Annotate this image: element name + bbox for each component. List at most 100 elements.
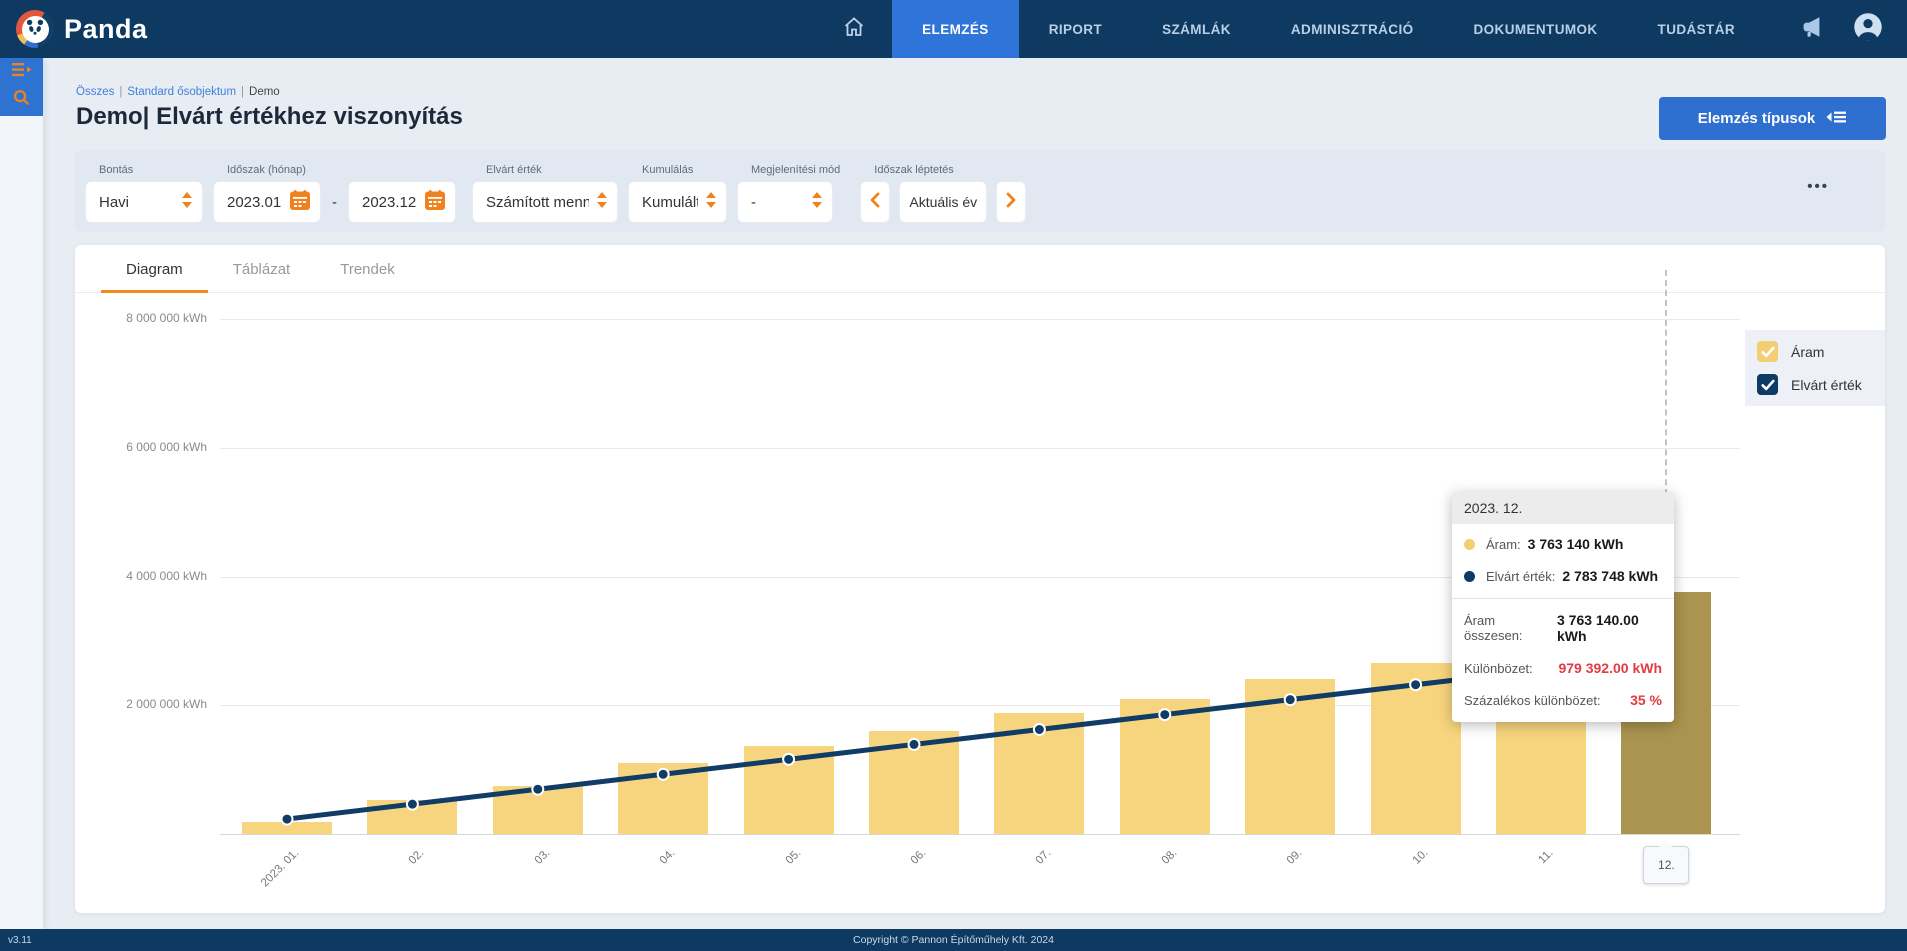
nav-item-dokumentumok[interactable]: DOKUMENTUMOK <box>1444 0 1628 58</box>
bar-02.[interactable] <box>367 800 457 834</box>
nav-item-tudastar[interactable]: TUDÁSTÁR <box>1628 0 1765 58</box>
breadcrumb-link-standard[interactable]: Standard ősobjektum <box>127 86 236 98</box>
bar-05.[interactable] <box>744 746 834 834</box>
nav-item-adminisztracio[interactable]: ADMINISZTRÁCIÓ <box>1261 0 1444 58</box>
tooltip-series-value: 2 783 748 kWh <box>1562 568 1658 584</box>
filter-label-elvart: Elvárt érték <box>486 164 618 176</box>
nav-item-riport[interactable]: RIPORT <box>1019 0 1132 58</box>
megjelenitesi-mod-select[interactable]: - <box>737 181 833 223</box>
checkbox-aram[interactable] <box>1757 341 1778 362</box>
tooltip-summary-value: 3 763 140.00 kWh <box>1557 612 1662 644</box>
filter-label-bontas: Bontás <box>99 164 203 176</box>
tooltip-series-label: Elvárt érték: <box>1486 569 1555 584</box>
tooltip-summary-row: Különbözet: 979 392.00 kWh <box>1452 652 1674 684</box>
filter-label-megjelenitesi: Megjelenítési mód <box>751 164 840 176</box>
elvart-ertek-select[interactable]: Számított menn... <box>472 181 618 223</box>
breadcrumb-current: Demo <box>249 86 280 98</box>
legend-label-aram: Áram <box>1791 344 1824 360</box>
tooltip-title: 2023. 12. <box>1452 492 1674 524</box>
tooltip-series-row: Elvárt érték: 2 783 748 kWh <box>1452 560 1674 592</box>
y-axis-label: 4 000 000 kWh <box>75 569 207 583</box>
bar-04.[interactable] <box>618 763 708 834</box>
chevron-up-down-icon <box>706 192 716 212</box>
home-button[interactable] <box>816 0 892 58</box>
chevron-right-icon <box>1004 190 1018 215</box>
period-previous-button[interactable] <box>860 181 890 223</box>
content-card: Diagram Táblázat Trendek 2 000 000 kWh4 … <box>75 245 1885 913</box>
breadcrumb: Összes|Standard ősobjektum|Demo <box>76 86 280 98</box>
x-axis-label: 09. <box>1285 847 1305 867</box>
chart-legend: Áram Elvárt érték <box>1745 330 1885 406</box>
bar-06.[interactable] <box>869 731 959 834</box>
announcements-icon[interactable] <box>1801 14 1827 45</box>
bar-08.[interactable] <box>1120 699 1210 834</box>
page-title: Demo| Elvárt értékhez viszonyítás <box>76 103 463 131</box>
calendar-icon <box>290 190 310 214</box>
analysis-types-label: Elemzés típusok <box>1698 110 1816 127</box>
bar-03.[interactable] <box>493 786 583 834</box>
chart-tooltip: 2023. 12. Áram: 3 763 140 kWh Elvárt ért… <box>1452 492 1674 722</box>
legend-item-elvart[interactable]: Elvárt érték <box>1757 374 1873 395</box>
bar-07.[interactable] <box>994 713 1084 834</box>
chevron-up-down-icon <box>812 192 822 212</box>
x-axis-label: 05. <box>783 847 803 867</box>
period-current-label[interactable]: Aktuális év <box>899 181 987 223</box>
filter-label-leptetes: Időszak léptetés <box>874 164 1026 176</box>
nav-item-elemzes[interactable]: ELEMZÉS <box>892 0 1019 58</box>
filter-label-idoszak: Időszak (hónap) <box>227 164 321 176</box>
expand-menu-icon[interactable] <box>12 63 32 82</box>
date-to-field[interactable]: 2023.12. <box>348 181 456 223</box>
analysis-types-button[interactable]: Elemzés típusok <box>1659 97 1886 140</box>
filter-bar: Bontás Havi Időszak (hónap) 2023.01. - 2… <box>75 150 1885 232</box>
filter-label-kumulalas: Kumulálás <box>642 164 727 176</box>
copyright-text: Copyright © Pannon Építőműhely Kft. 2024 <box>0 934 1907 946</box>
bontas-select[interactable]: Havi <box>85 181 203 223</box>
y-axis-label: 6 000 000 kWh <box>75 440 207 454</box>
nav-item-szamlak[interactable]: SZÁMLÁK <box>1132 0 1261 58</box>
tooltip-summary-value: 35 % <box>1630 692 1662 708</box>
chevron-up-down-icon <box>597 192 607 212</box>
date-range-separator: - <box>331 181 338 223</box>
y-gridline <box>220 319 1740 320</box>
tooltip-summary-label: Százalékos különbözet: <box>1464 693 1601 708</box>
x-label-callout: 12. <box>1643 846 1689 884</box>
y-axis-label: 8 000 000 kWh <box>75 311 207 325</box>
tooltip-series-row: Áram: 3 763 140 kWh <box>1452 528 1674 560</box>
tooltip-series-label: Áram: <box>1486 537 1521 552</box>
tooltip-summary-value: 979 392.00 kWh <box>1558 660 1662 676</box>
more-options-button[interactable]: ••• <box>1807 178 1829 195</box>
series-dot-elvart <box>1464 571 1475 582</box>
app-version: v3.11 <box>8 935 32 946</box>
period-next-button[interactable] <box>996 181 1026 223</box>
calendar-icon <box>425 190 445 214</box>
bar-09.[interactable] <box>1245 679 1335 834</box>
checkbox-elvart[interactable] <box>1757 374 1778 395</box>
footer: v3.11 Copyright © Pannon Építőműhely Kft… <box>0 929 1907 951</box>
x-axis-line <box>220 834 1740 835</box>
brand[interactable]: Panda <box>0 0 148 58</box>
home-icon <box>842 15 866 44</box>
user-avatar[interactable] <box>1853 12 1883 47</box>
sidebar-toolbar <box>0 58 43 116</box>
x-axis-label: 11. <box>1536 847 1555 866</box>
top-navigation: Panda ELEMZÉS RIPORT SZÁMLÁK ADMINISZTRÁ… <box>0 0 1907 58</box>
brand-name: Panda <box>64 14 148 45</box>
breadcrumb-link-osszes[interactable]: Összes <box>76 86 114 98</box>
breadcrumb-separator: | <box>241 86 244 98</box>
tooltip-series-value: 3 763 140 kWh <box>1528 536 1624 552</box>
date-from-field[interactable]: 2023.01. <box>213 181 321 223</box>
collapse-list-icon <box>1825 110 1847 128</box>
tooltip-summary-row: Százalékos különbözet: 35 % <box>1452 684 1674 716</box>
x-axis-label: 10. <box>1410 847 1430 867</box>
search-icon[interactable] <box>13 89 30 111</box>
x-axis-label: 08. <box>1159 847 1179 867</box>
bar-2023. 01.[interactable] <box>242 822 332 834</box>
legend-item-aram[interactable]: Áram <box>1757 341 1873 362</box>
tooltip-summary-label: Különbözet: <box>1464 661 1533 676</box>
kumulalas-select[interactable]: Kumulált <box>628 181 727 223</box>
tooltip-summary-label: Áram összesen: <box>1464 613 1549 643</box>
y-gridline <box>220 448 1740 449</box>
bar-10.[interactable] <box>1371 663 1461 834</box>
x-axis-label: 03. <box>532 847 552 867</box>
chevron-left-icon <box>868 190 882 215</box>
